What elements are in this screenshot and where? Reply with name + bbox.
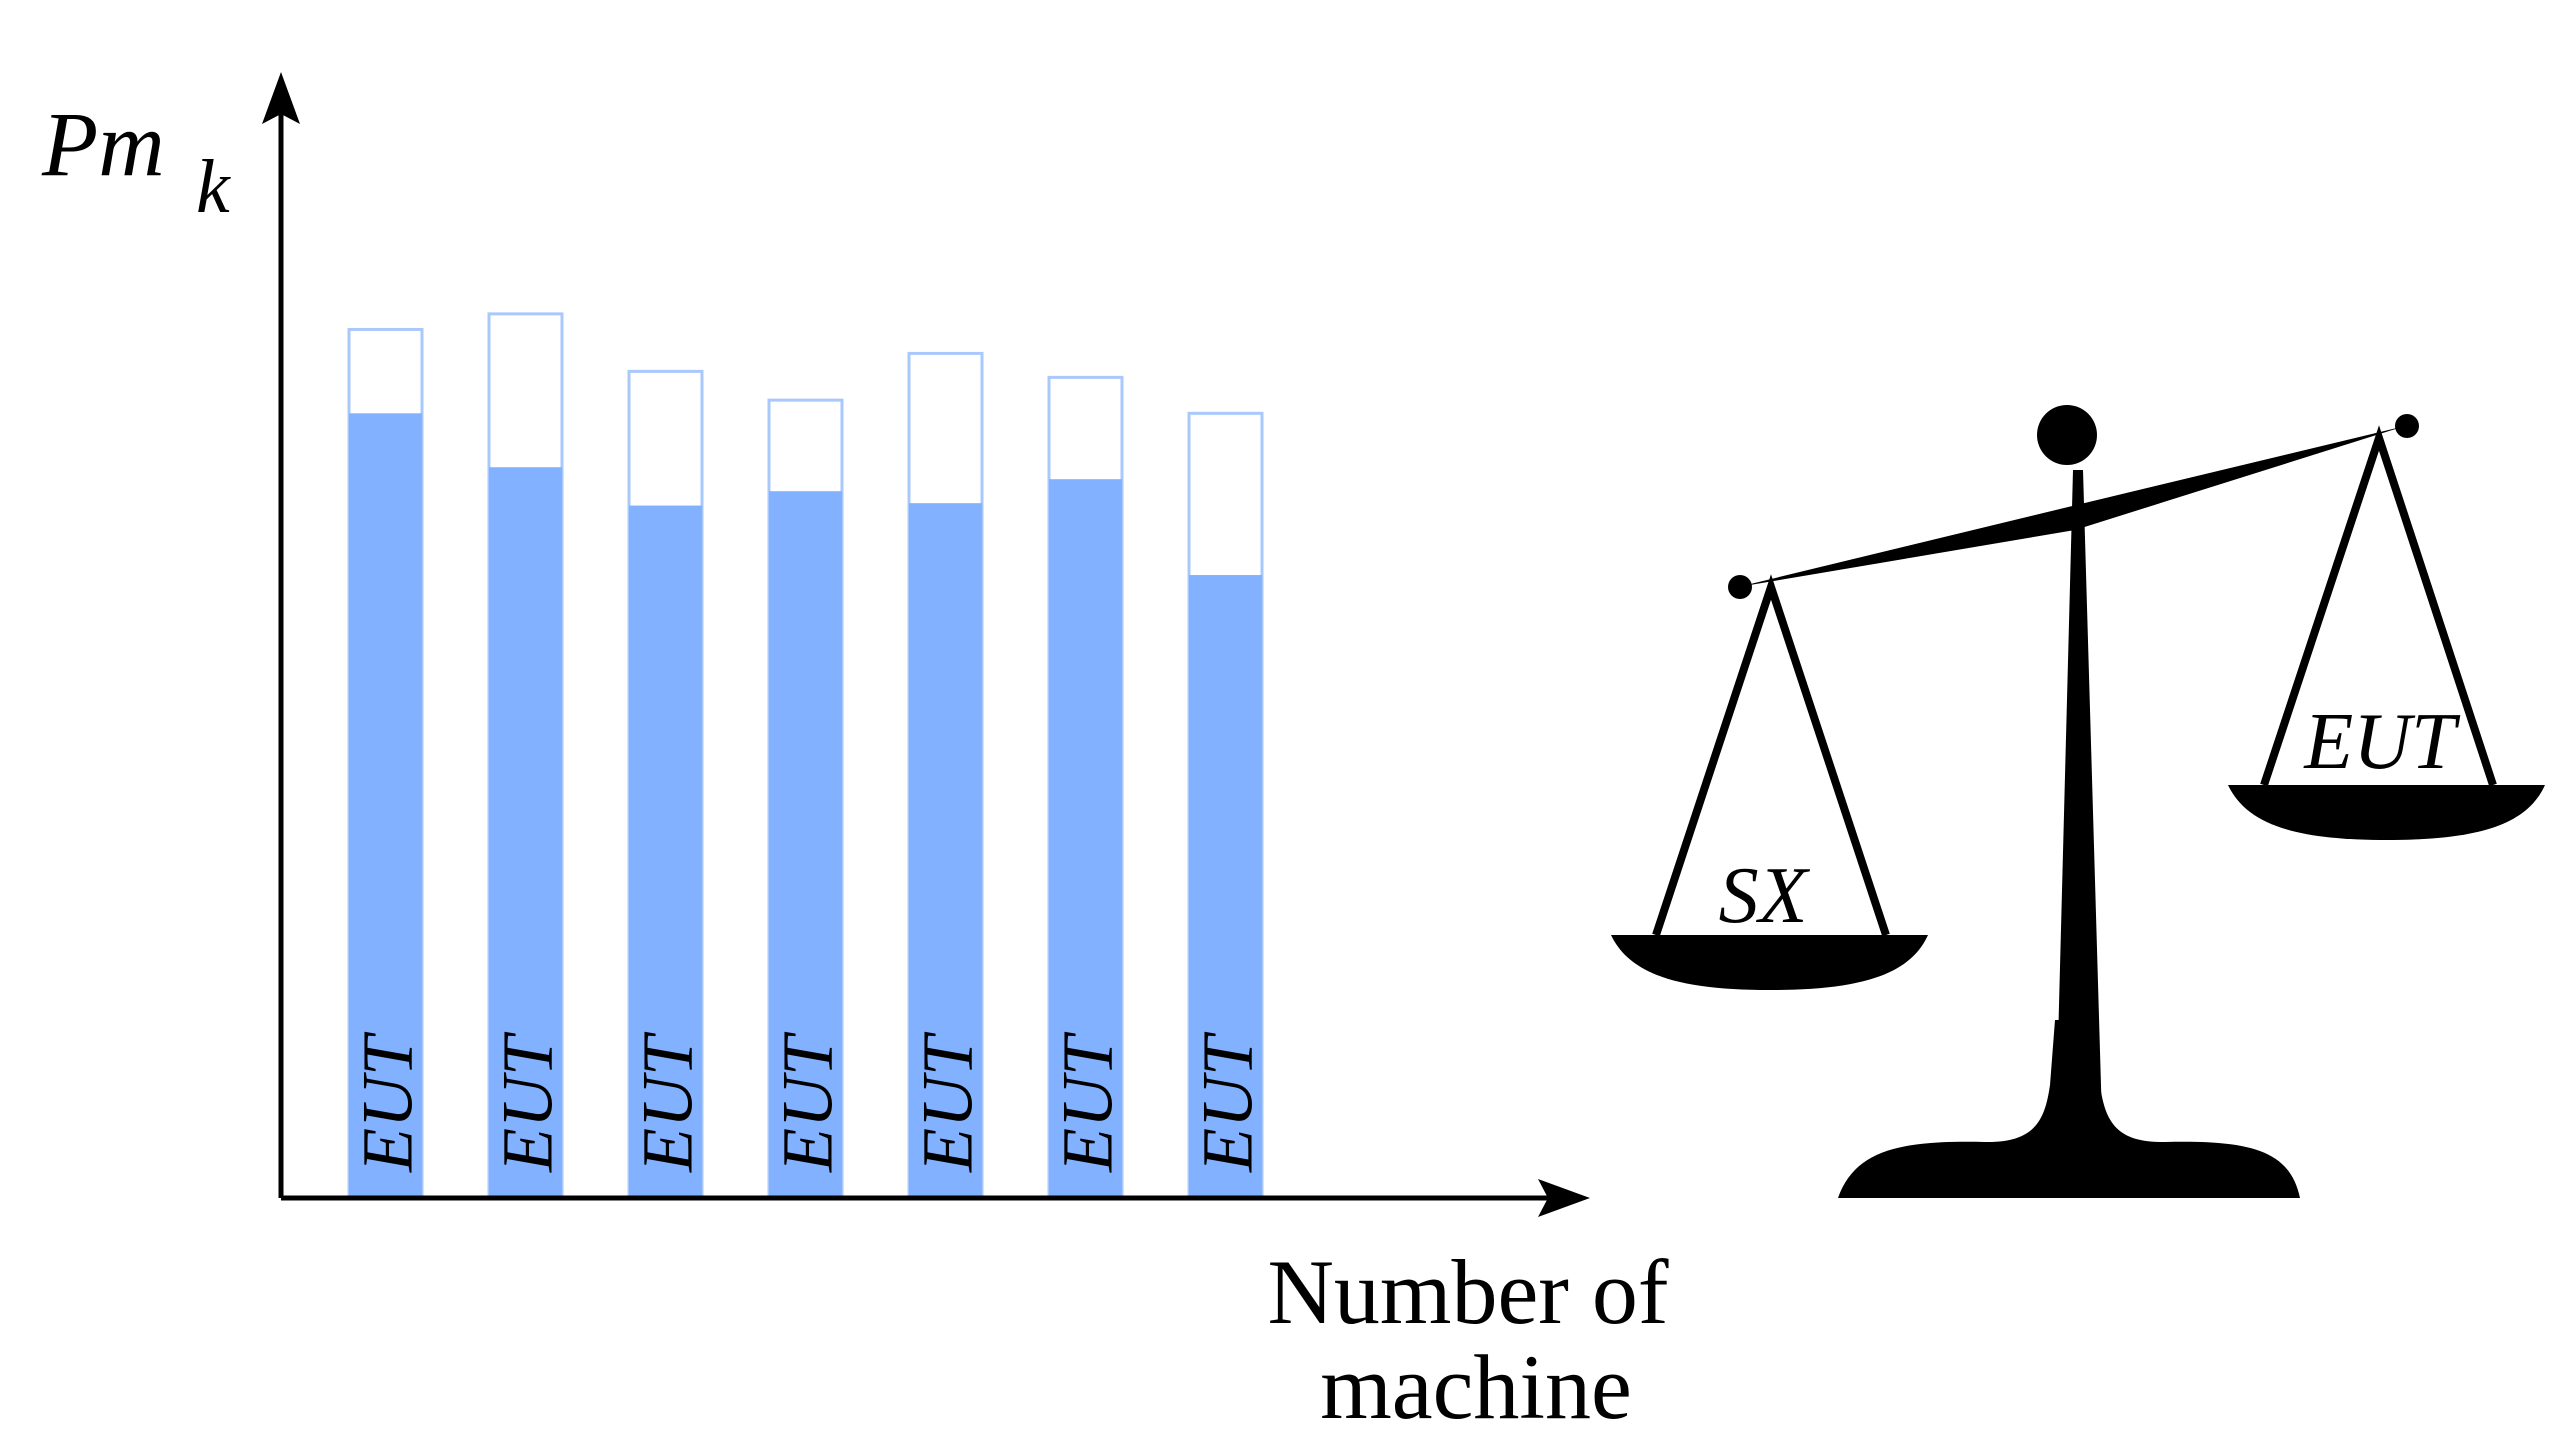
right-pan-strings	[2260, 425, 2497, 787]
bar-filled-7	[1189, 575, 1262, 1198]
bar-filled-2	[489, 467, 562, 1199]
bar-filled-3	[629, 505, 702, 1198]
bar-label-2: EUT	[488, 1031, 568, 1173]
bar-label-4: EUT	[768, 1031, 848, 1173]
bar-label-1: EUT	[348, 1031, 428, 1173]
scale-beam	[1738, 426, 2405, 587]
left-pan	[1611, 935, 1928, 990]
bar-filled-1	[349, 413, 422, 1198]
balance-scale: SX EUT	[1611, 405, 2545, 1198]
left-pan-label: SX	[1719, 852, 1811, 940]
bar-label-7: EUT	[1188, 1031, 1268, 1173]
bar-label-5: EUT	[908, 1031, 988, 1173]
scale-pillar	[2056, 470, 2102, 1120]
x-axis-arrowhead	[1538, 1179, 1590, 1217]
bars-group: EUT EUT EUT EUT EUT EUT EUT	[347, 312, 1268, 1200]
y-axis-label-main: Pm	[41, 93, 165, 195]
x-axis-label-line2: machine	[1320, 1336, 1632, 1438]
y-axis-label: Pm	[41, 93, 165, 195]
y-axis-arrowhead	[262, 72, 300, 124]
bar-filled-6	[1049, 479, 1122, 1198]
right-pan-label: EUT	[2303, 698, 2461, 786]
scale-beam-left-end	[1728, 575, 1752, 599]
left-pan-strings	[1652, 574, 1890, 937]
bar-filled-4	[769, 491, 842, 1198]
bar-filled-5	[909, 503, 982, 1198]
y-axis-label-subscript: k	[196, 145, 231, 229]
bar-chart: EUT EUT EUT EUT EUT EUT EUT Pm k Number of mac…	[41, 72, 1669, 1438]
right-pan	[2228, 785, 2545, 840]
scale-beam-right-end	[2395, 414, 2419, 438]
bar-label-3: EUT	[628, 1031, 708, 1173]
scale-knob	[2037, 405, 2097, 465]
bar-label-6: EUT	[1048, 1031, 1128, 1173]
x-axis-label-line1: Number of	[1267, 1241, 1668, 1343]
